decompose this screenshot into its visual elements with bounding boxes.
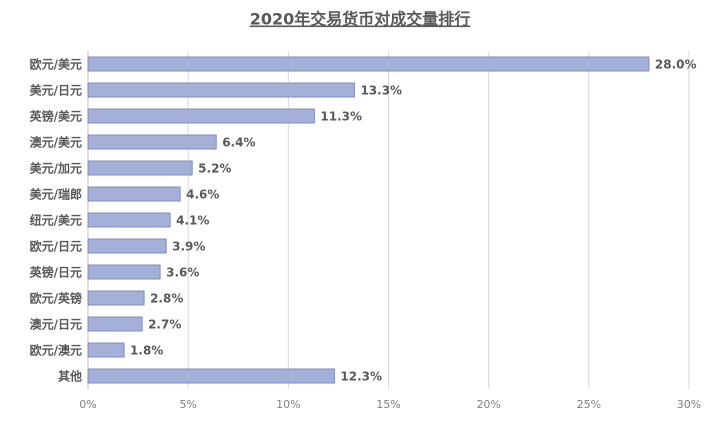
y-tick-label: 美元/加元 — [30, 161, 82, 176]
value-label: 12.3% — [340, 370, 382, 384]
y-tick-label: 欧元/澳元 — [30, 343, 82, 358]
x-tick-label: 15% — [376, 398, 400, 411]
value-label: 4.6% — [186, 188, 219, 202]
bar — [87, 238, 167, 254]
y-tick-label: 澳元/美元 — [30, 135, 82, 150]
value-label: 1.8% — [130, 344, 163, 358]
chart-title: 2020年交易货币对成交量排行 — [250, 10, 471, 29]
bar — [87, 82, 355, 98]
x-tick-label: 0% — [79, 398, 96, 411]
value-label: 11.3% — [320, 110, 362, 124]
bar — [87, 134, 217, 150]
bar — [87, 316, 143, 332]
value-label: 5.2% — [198, 162, 231, 176]
bar — [87, 290, 145, 306]
bar — [87, 368, 335, 384]
value-label: 3.9% — [172, 240, 205, 254]
bar — [87, 342, 125, 358]
value-label: 13.3% — [360, 84, 402, 98]
value-label: 6.4% — [222, 136, 255, 150]
x-tick-label: 5% — [179, 398, 196, 411]
y-tick-label: 纽元/美元 — [30, 213, 82, 228]
y-tick-label: 美元/瑞郎 — [30, 187, 82, 202]
value-label: 28.0% — [655, 58, 697, 72]
x-tick-label: 20% — [476, 398, 500, 411]
bar — [87, 160, 193, 176]
bar — [87, 212, 171, 228]
bar — [87, 186, 181, 202]
value-label: 2.7% — [148, 318, 181, 332]
bar — [87, 56, 650, 72]
y-tick-label: 美元/日元 — [30, 83, 82, 98]
value-label: 3.6% — [166, 266, 199, 280]
y-tick-label: 澳元/日元 — [30, 317, 82, 332]
bar — [87, 108, 315, 124]
x-tick-label: 25% — [577, 398, 601, 411]
y-tick-label: 其他 — [58, 369, 82, 384]
x-tick-label: 30% — [677, 398, 701, 411]
y-tick-label: 欧元/英镑 — [30, 291, 82, 306]
y-tick-label: 英镑/美元 — [30, 109, 82, 124]
x-tick-label: 10% — [276, 398, 300, 411]
value-label: 4.1% — [176, 214, 209, 228]
y-tick-label: 英镑/日元 — [30, 265, 82, 280]
y-tick-label: 欧元/美元 — [30, 57, 82, 72]
bar — [87, 264, 161, 280]
y-tick-label: 欧元/日元 — [30, 239, 82, 254]
value-label: 2.8% — [150, 292, 183, 306]
